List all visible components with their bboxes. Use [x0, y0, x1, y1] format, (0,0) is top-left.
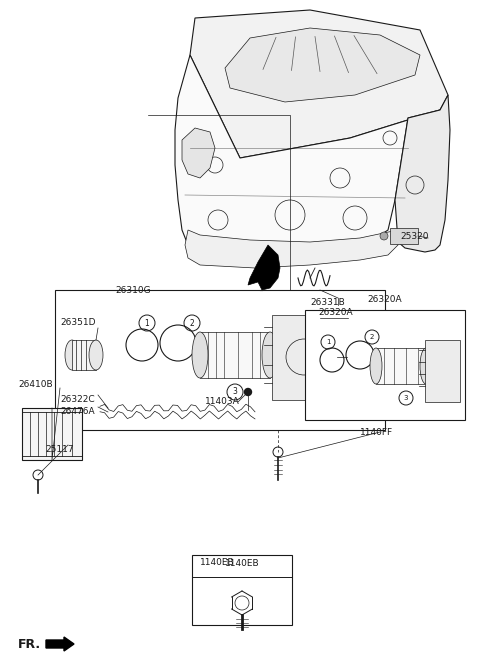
Bar [55, 290, 385, 430]
Text: 26351D: 26351D [60, 318, 96, 327]
Bar [22, 408, 82, 460]
Bar [425, 340, 460, 402]
Ellipse shape [65, 340, 79, 370]
Text: 26410B: 26410B [18, 380, 53, 389]
Polygon shape [395, 95, 450, 252]
Polygon shape [182, 128, 215, 178]
Ellipse shape [192, 332, 208, 378]
Polygon shape [190, 10, 448, 158]
Text: FR.: FR. [18, 638, 41, 651]
Text: 26320A: 26320A [318, 308, 353, 317]
Bar [272, 315, 337, 400]
Text: 1: 1 [144, 318, 149, 328]
Text: 1140EB: 1140EB [200, 558, 235, 567]
FancyArrow shape [46, 637, 74, 651]
Text: 1: 1 [326, 339, 330, 345]
Text: 26310G: 26310G [115, 286, 151, 295]
Polygon shape [225, 28, 420, 102]
Text: 26322C: 26322C [60, 395, 95, 404]
Bar [305, 310, 465, 420]
Ellipse shape [262, 332, 278, 378]
Ellipse shape [420, 348, 432, 384]
Text: 2: 2 [370, 334, 374, 340]
Circle shape [244, 389, 252, 395]
Text: 1140FF: 1140FF [360, 428, 393, 437]
Bar [72, 340, 96, 370]
Text: 3: 3 [233, 387, 238, 397]
Polygon shape [175, 55, 440, 260]
Ellipse shape [89, 340, 103, 370]
Bar [390, 228, 418, 244]
Text: 25117: 25117 [45, 445, 73, 454]
Text: 26476A: 26476A [60, 407, 95, 416]
Polygon shape [185, 230, 398, 268]
Bar [376, 348, 426, 384]
Bar [200, 332, 270, 378]
Circle shape [380, 232, 388, 240]
Bar [192, 555, 292, 625]
Text: 26320A: 26320A [368, 295, 402, 304]
Polygon shape [248, 245, 280, 290]
Text: 1140EB: 1140EB [225, 559, 259, 568]
Ellipse shape [370, 348, 382, 384]
Text: 26331B: 26331B [310, 298, 345, 307]
Text: 25320: 25320 [400, 232, 429, 241]
Text: 3: 3 [404, 395, 408, 401]
Text: 2: 2 [190, 318, 194, 328]
Text: 11403A: 11403A [205, 397, 240, 406]
